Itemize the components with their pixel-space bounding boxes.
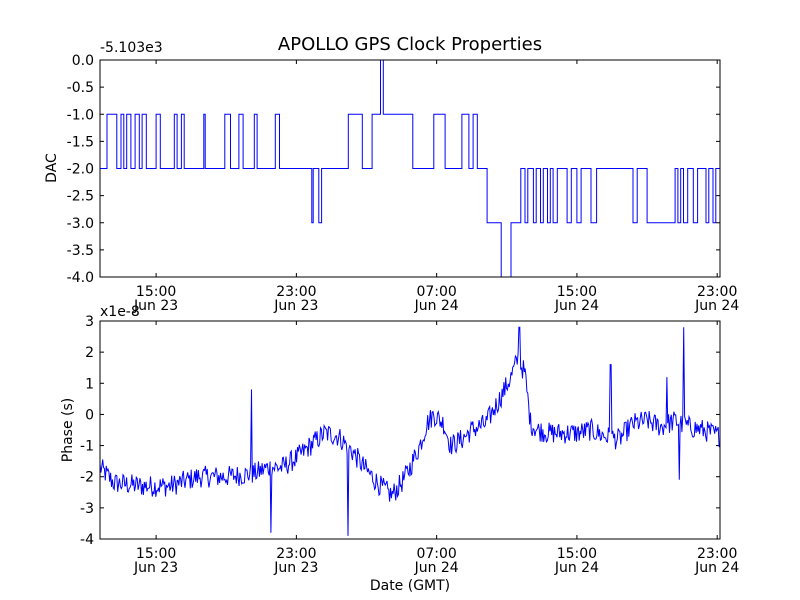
chart-title: APOLLO GPS Clock Properties <box>278 34 542 55</box>
dac-xtick-date-label: Jun 24 <box>414 298 459 314</box>
dac-ytick-label: -2.5 <box>67 189 94 205</box>
dac-xtick-time-label: 15:00 <box>557 284 597 300</box>
phase-xtick-time-label: 23:00 <box>276 546 316 562</box>
dac-xtick-time-label: 23:00 <box>276 284 316 300</box>
phase-xtick-date-label: Jun 24 <box>554 560 599 576</box>
phase-ytick-label: -3 <box>80 501 94 517</box>
phase-ytick-label: 0 <box>85 407 94 423</box>
phase-ytick-label: 3 <box>85 314 94 330</box>
dac-ytick-label: -2.0 <box>67 162 94 178</box>
dac-panel: -5.103e3 DAC 0.0 -0.5 -1.0 -1.5 -2.0 -2.5 -3.0… <box>44 40 739 314</box>
phase-xtick-time-label: 07:00 <box>416 546 456 562</box>
dac-ytick-label: -4.0 <box>67 270 94 286</box>
dac-ytick-label: 0.0 <box>72 53 94 69</box>
phase-ytick-label: -2 <box>80 470 94 486</box>
phase-offset-label: x1e-8 <box>100 304 140 320</box>
dac-xtick-time-label: 15:00 <box>136 284 176 300</box>
dac-xtick-date-label: Jun 23 <box>133 298 178 314</box>
phase-ytick-label: 1 <box>85 376 94 392</box>
phase-xtick-time-label: 15:00 <box>136 546 176 562</box>
phase-xtick-date-label: Jun 23 <box>133 560 178 576</box>
dac-xtick-time-label: 23:00 <box>697 284 737 300</box>
phase-y-axis-label: Phase (s) <box>60 398 76 462</box>
phase-ytick-label: 2 <box>85 345 94 361</box>
dac-xtick-date-label: Jun 24 <box>554 298 599 314</box>
dac-ytick-label: -3.0 <box>67 216 94 232</box>
dac-ytick-label: -1.5 <box>67 134 94 150</box>
dac-ytick-label: -3.5 <box>67 243 94 259</box>
dac-xtick-time-label: 07:00 <box>416 284 456 300</box>
x-axis-label: Date (GMT) <box>370 578 450 594</box>
dac-plot-frame <box>99 59 721 278</box>
dac-ytick-label: -1.0 <box>67 107 94 123</box>
phase-ytick-label: -1 <box>80 439 94 455</box>
phase-xtick-date-label: Jun 23 <box>273 560 318 576</box>
dac-xtick-date-label: Jun 23 <box>273 298 318 314</box>
phase-xtick-time-label: 15:00 <box>557 546 597 562</box>
phase-ytick-label: -4 <box>80 532 94 548</box>
dac-ytick-label: -0.5 <box>67 80 94 96</box>
phase-xtick-date-label: Jun 24 <box>414 560 459 576</box>
dac-y-axis-label: DAC <box>44 153 60 183</box>
phase-xtick-time-label: 23:00 <box>697 546 737 562</box>
dac-xtick-date-label: Jun 24 <box>694 298 739 314</box>
phase-plot-frame <box>99 320 721 540</box>
dac-offset-label: -5.103e3 <box>100 40 163 56</box>
phase-series-line <box>100 326 720 536</box>
phase-xtick-date-label: Jun 24 <box>694 560 739 576</box>
dac-series-line <box>100 60 720 277</box>
